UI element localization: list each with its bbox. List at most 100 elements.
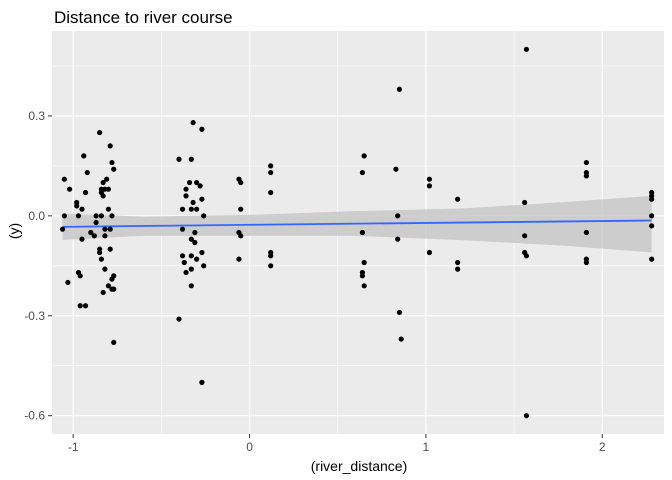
data-point bbox=[194, 256, 200, 262]
data-point bbox=[188, 283, 194, 289]
data-point bbox=[88, 229, 94, 236]
data-point bbox=[102, 266, 108, 272]
data-point bbox=[649, 193, 655, 199]
data-point bbox=[79, 206, 85, 212]
data-point bbox=[192, 229, 198, 236]
data-point bbox=[59, 226, 66, 232]
data-point bbox=[268, 163, 274, 169]
data-point bbox=[201, 213, 207, 219]
data-point bbox=[176, 316, 182, 322]
data-point bbox=[361, 153, 367, 159]
data-point bbox=[181, 259, 187, 266]
y-tick-label: -0.3 bbox=[24, 309, 45, 323]
data-point bbox=[75, 213, 82, 219]
data-point bbox=[186, 179, 193, 186]
data-point bbox=[236, 256, 242, 262]
data-point bbox=[179, 226, 186, 232]
data-point bbox=[81, 153, 87, 159]
data-point bbox=[194, 179, 200, 186]
data-point bbox=[105, 186, 112, 192]
x-axis-title: (river_distance) bbox=[311, 458, 407, 474]
data-point bbox=[238, 206, 244, 212]
data-point bbox=[79, 236, 85, 242]
data-point bbox=[583, 173, 589, 179]
data-point bbox=[107, 246, 113, 252]
data-point bbox=[100, 289, 106, 296]
data-point bbox=[102, 233, 108, 239]
x-tick-label: 2 bbox=[599, 440, 606, 454]
data-point bbox=[77, 273, 83, 279]
y-tick-label: 0.0 bbox=[28, 209, 45, 223]
data-point bbox=[109, 159, 115, 166]
data-point bbox=[583, 259, 589, 266]
data-point bbox=[93, 219, 99, 226]
data-point bbox=[176, 156, 182, 162]
data-point bbox=[238, 233, 244, 239]
data-point bbox=[649, 256, 655, 262]
data-point bbox=[84, 169, 90, 176]
data-point bbox=[183, 186, 189, 192]
y-axis-title: (y) bbox=[6, 223, 22, 239]
data-point bbox=[523, 253, 530, 259]
data-point bbox=[190, 199, 196, 206]
data-point bbox=[398, 336, 404, 342]
data-point bbox=[93, 213, 99, 219]
data-point bbox=[104, 176, 110, 182]
data-point bbox=[199, 126, 205, 132]
data-point bbox=[522, 199, 528, 206]
x-tick-label: 1 bbox=[423, 440, 430, 454]
data-point bbox=[395, 213, 401, 219]
data-point bbox=[100, 193, 106, 199]
data-point bbox=[102, 226, 108, 232]
data-point bbox=[111, 339, 117, 346]
y-axis-ticks: -0.6 -0.3 0.0 0.3 bbox=[24, 109, 52, 423]
x-axis-ticks: -1 0 1 2 bbox=[68, 434, 606, 454]
data-point bbox=[107, 226, 113, 232]
data-point bbox=[97, 129, 103, 136]
data-point bbox=[105, 283, 112, 289]
data-point bbox=[268, 253, 274, 259]
data-point bbox=[268, 169, 274, 176]
data-point bbox=[67, 186, 73, 192]
data-point bbox=[649, 223, 655, 229]
data-point bbox=[100, 179, 106, 186]
data-point bbox=[183, 269, 189, 276]
data-point bbox=[179, 206, 186, 212]
data-point bbox=[583, 229, 589, 236]
data-point bbox=[61, 213, 67, 219]
data-point bbox=[201, 263, 207, 269]
data-point bbox=[183, 193, 189, 199]
data-point bbox=[179, 253, 186, 259]
data-point bbox=[199, 379, 205, 385]
data-point bbox=[649, 213, 655, 219]
y-tick-label: 0.3 bbox=[28, 109, 45, 123]
data-point bbox=[396, 309, 403, 316]
data-point bbox=[523, 413, 530, 419]
data-point bbox=[359, 229, 366, 236]
data-point bbox=[199, 196, 205, 202]
data-point bbox=[426, 183, 433, 189]
data-point bbox=[105, 206, 112, 212]
data-point bbox=[188, 253, 194, 259]
data-point bbox=[190, 119, 196, 126]
data-point bbox=[77, 303, 83, 309]
trend-line bbox=[62, 219, 652, 228]
data-point bbox=[393, 166, 399, 172]
data-point bbox=[522, 233, 528, 239]
data-point bbox=[111, 273, 117, 279]
data-point bbox=[523, 46, 530, 52]
data-point bbox=[455, 266, 461, 272]
data-point bbox=[192, 239, 198, 246]
data-point bbox=[359, 273, 366, 279]
data-point bbox=[268, 189, 274, 196]
data-point bbox=[74, 203, 80, 209]
data-point bbox=[188, 206, 194, 212]
data-point bbox=[82, 189, 89, 196]
data-point bbox=[361, 259, 367, 266]
data-point bbox=[455, 259, 461, 266]
data-point bbox=[98, 256, 104, 262]
data-point bbox=[197, 183, 203, 189]
data-point bbox=[97, 249, 103, 256]
data-point bbox=[188, 266, 194, 272]
